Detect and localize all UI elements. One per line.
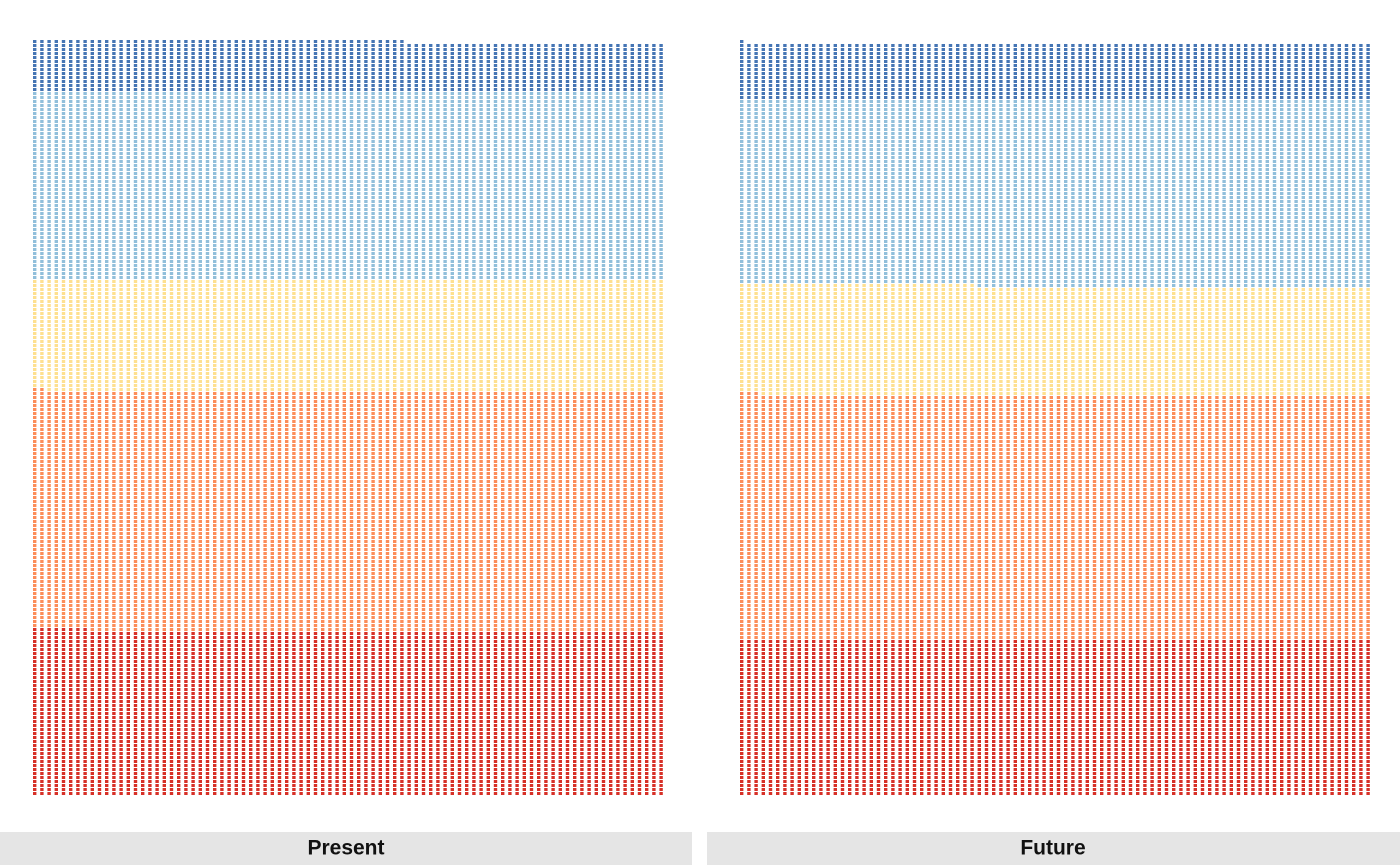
waffle-segment bbox=[740, 640, 1370, 795]
waffle-segment bbox=[33, 388, 663, 631]
waffle-segment bbox=[740, 284, 1370, 395]
waffle-segment bbox=[33, 40, 663, 91]
strip-label: Present bbox=[307, 837, 384, 860]
waffle-segment bbox=[33, 92, 663, 279]
waffle-segment bbox=[33, 628, 663, 795]
waffle-segment bbox=[740, 40, 1370, 99]
waffle-segment bbox=[740, 392, 1370, 639]
strip-label: Future bbox=[1020, 837, 1085, 860]
waffle-segment bbox=[740, 100, 1370, 287]
strip bbox=[0, 832, 692, 865]
waffle-segment bbox=[33, 280, 663, 391]
strip bbox=[707, 832, 1400, 865]
